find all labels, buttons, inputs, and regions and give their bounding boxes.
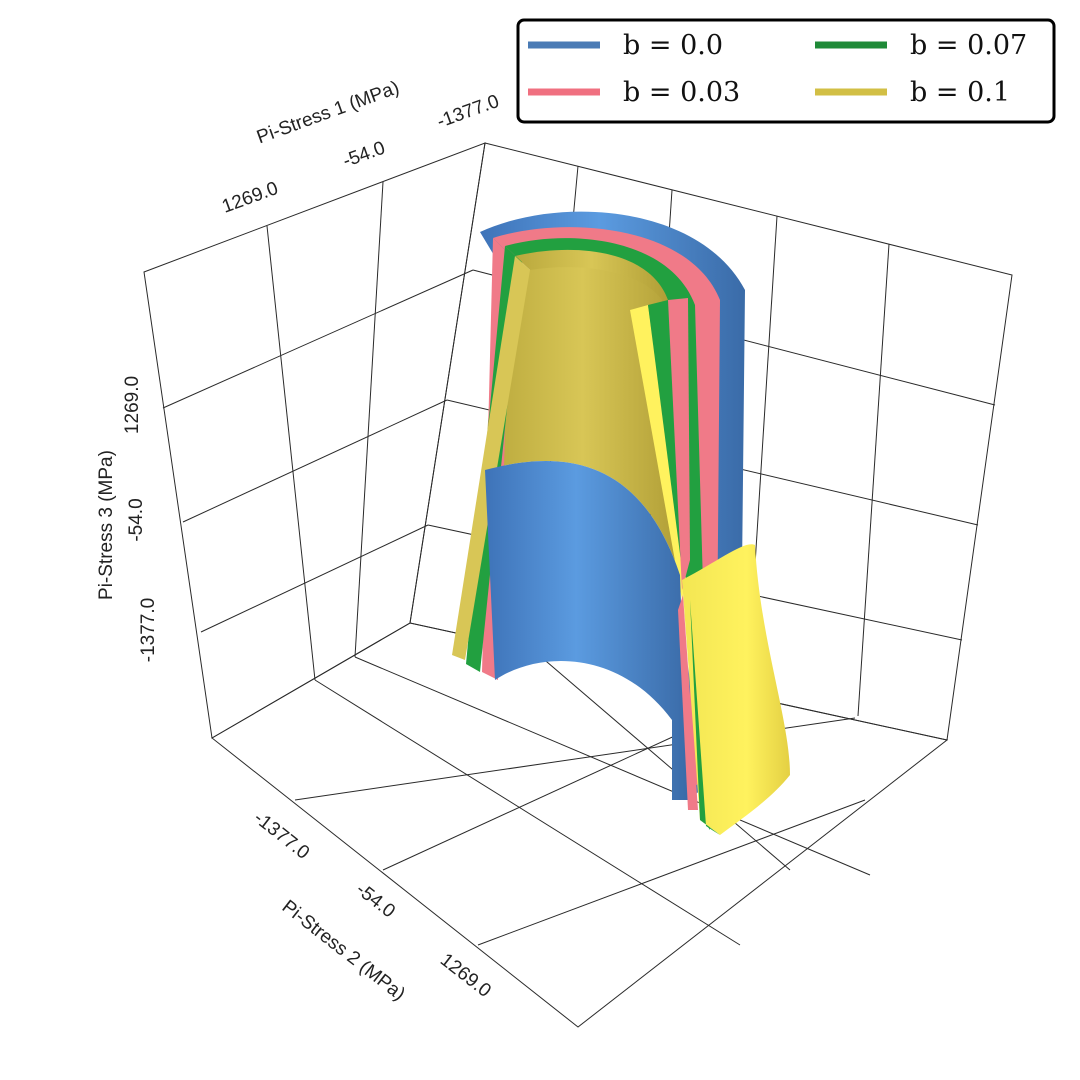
surface-b-0.03-lower [678,595,698,810]
fl-b3 [532,649,791,871]
surface-b-0.07-lower [690,600,720,835]
fl-b1 [314,679,741,946]
rw-v4 [857,243,890,717]
surface-b-0.07-back [505,238,710,830]
lw-h2 [182,399,448,523]
legend-box [516,18,1056,124]
lw-h3 [200,524,429,633]
lw-v2 [354,181,384,658]
surface-b-0.1-left [452,256,530,660]
lw-h1 [162,269,474,409]
surface-b-0.03-right [668,298,690,590]
legend-label: b = 0.07 [910,30,1027,61]
surface-b-0.1-right [630,305,686,600]
x-tick-label: 1269.0 [219,178,281,218]
fl-a3 [477,799,866,946]
z-axis-label: Pi-Stress 3 (MPa) [96,450,117,600]
legend-label: b = 0.03 [623,77,740,108]
lw-v1 [266,225,316,681]
y-tick-label: 1269.0 [436,949,495,1001]
z-tick-label: 1269.0 [122,376,143,434]
series-surfaces [452,211,790,835]
surface-b-0.1-upper [485,262,680,575]
floor-outline [211,622,949,1028]
y-tick-label: -1377.0 [250,808,314,864]
z-ticks: -1377.0 -54.0 1269.0 [122,376,159,662]
z-tick-label: -54.0 [126,498,147,541]
x-tick-label: -54.0 [340,138,388,173]
y-tick-label: -54.0 [352,879,399,922]
z-tick-label: -1377.0 [138,598,159,662]
surface-b-0.0-lower [485,461,688,800]
legend-label: b = 0.1 [910,77,1010,108]
surface-b-0.1-lower [682,544,790,835]
legend: b = 0.0 b = 0.03 b = 0.07 b = 0.1 [516,18,1056,124]
left-wall-outline [143,142,486,739]
fl-b2 [354,656,871,876]
legend-label: b = 0.0 [623,30,723,61]
x-tick-label: -1377.0 [434,91,502,133]
